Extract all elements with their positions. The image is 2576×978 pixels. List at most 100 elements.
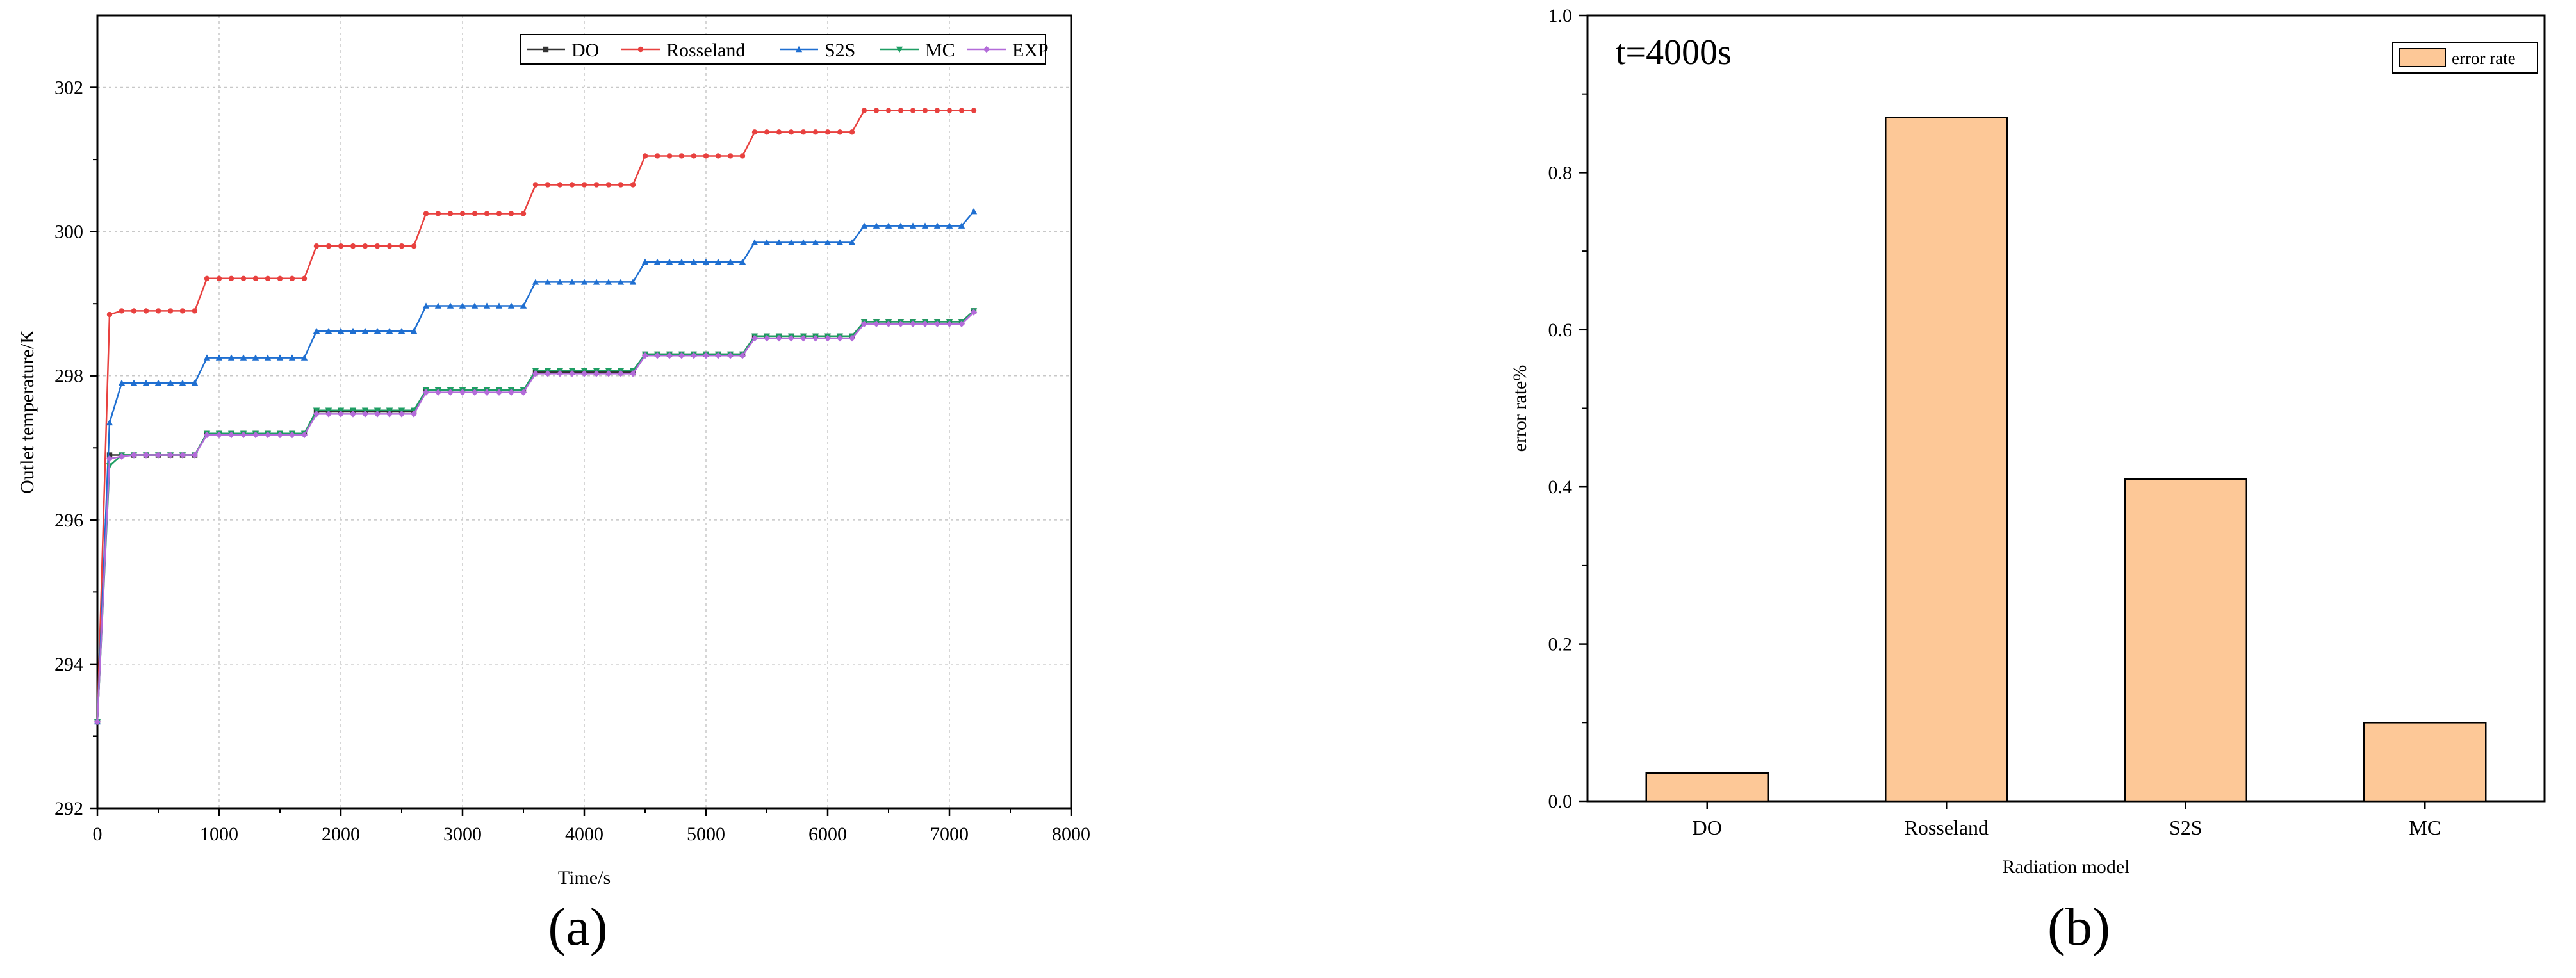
data-point [568,370,576,377]
data-point [910,108,916,113]
data-point [885,108,892,113]
data-point [800,335,807,342]
data-point [860,320,868,327]
data-point [459,389,466,396]
data-point [142,379,150,386]
data-point [921,320,929,327]
data-point [130,452,138,459]
series-exp [94,309,978,726]
data-point [532,182,539,188]
data-point [118,453,126,460]
y-axis-label: Outlet temperature/K [17,330,38,494]
data-point [313,411,320,418]
data-point [106,311,113,318]
data-point [337,327,345,334]
data-point [568,279,576,285]
data-point [605,370,612,377]
data-point [848,335,856,342]
data-point [325,411,332,418]
legend-entry: error rate [2452,49,2516,68]
data-point [618,182,624,188]
data-point [459,302,466,309]
plot-frame [96,14,1072,810]
data-point [301,275,308,281]
data-point [191,452,199,459]
data-point [350,243,356,249]
data-point [933,320,941,327]
data-point [739,352,746,359]
data-point [204,275,210,281]
data-point [933,222,941,229]
data-point [94,718,101,726]
legend-marker [896,46,903,53]
data-point [131,308,137,314]
data-point [690,352,698,359]
data-point [472,211,478,216]
data-point [922,108,928,113]
data-point [483,389,491,396]
data-point [240,275,247,281]
data-point [617,279,625,285]
y-axis: 0.0 0.2 0.4 0.6 0.8 1.0 [1548,5,1587,812]
data-point [410,327,418,334]
data-point [288,354,296,361]
x-tick-label: 2000 [322,824,360,845]
data-point [751,335,759,342]
data-point [764,129,770,135]
data-point [119,308,125,314]
data-point [508,211,514,216]
data-point [836,335,844,342]
data-point [909,320,917,327]
data-point [678,153,685,159]
data-point [848,239,856,245]
y-tick-label: 298 [54,366,83,387]
data-point [971,108,977,113]
data-point [946,320,953,327]
data-point [666,352,673,359]
data-point [824,129,831,135]
data-point [642,153,648,159]
legend: DO Rosseland S2S MC EXP [520,34,1049,65]
legend-swatch [2399,48,2446,67]
data-point [629,370,637,377]
data-point [495,389,503,396]
grid [97,15,1071,808]
data-point [593,182,600,188]
y-tick-label: 1.0 [1548,5,1573,26]
data-point [605,182,612,188]
data-point [556,370,564,377]
data-point [812,239,819,245]
data-point [337,411,345,418]
data-point [106,455,113,462]
data-point [641,352,649,359]
bars: DO Rosseland S2S MC [1645,117,2487,839]
data-point [106,419,113,426]
data-point [313,327,320,334]
data-point [690,258,698,265]
data-point [167,452,174,459]
data-point [714,352,722,359]
data-point [885,320,892,327]
data-point [787,239,795,245]
x-tick-label: 1000 [200,824,238,845]
bar-do [1645,772,1769,803]
y-tick-label: 292 [54,798,83,819]
data-point [837,129,843,135]
data-point [970,208,978,215]
data-point [666,153,673,159]
data-point [142,452,150,459]
data-point [240,354,247,361]
data-point [751,239,759,245]
data-point [215,354,223,361]
y-axis-label: error rate% [1509,365,1530,452]
data-point [775,239,783,245]
data-point [788,129,794,135]
data-point [678,258,685,265]
y-tick-label: 296 [54,510,83,531]
y-tick-label: 294 [54,654,83,675]
y-tick-label: 0.6 [1548,320,1573,341]
data-point [410,411,418,418]
legend-marker [983,45,990,53]
x-tick-label: 3000 [443,824,482,845]
data-point [545,182,551,188]
